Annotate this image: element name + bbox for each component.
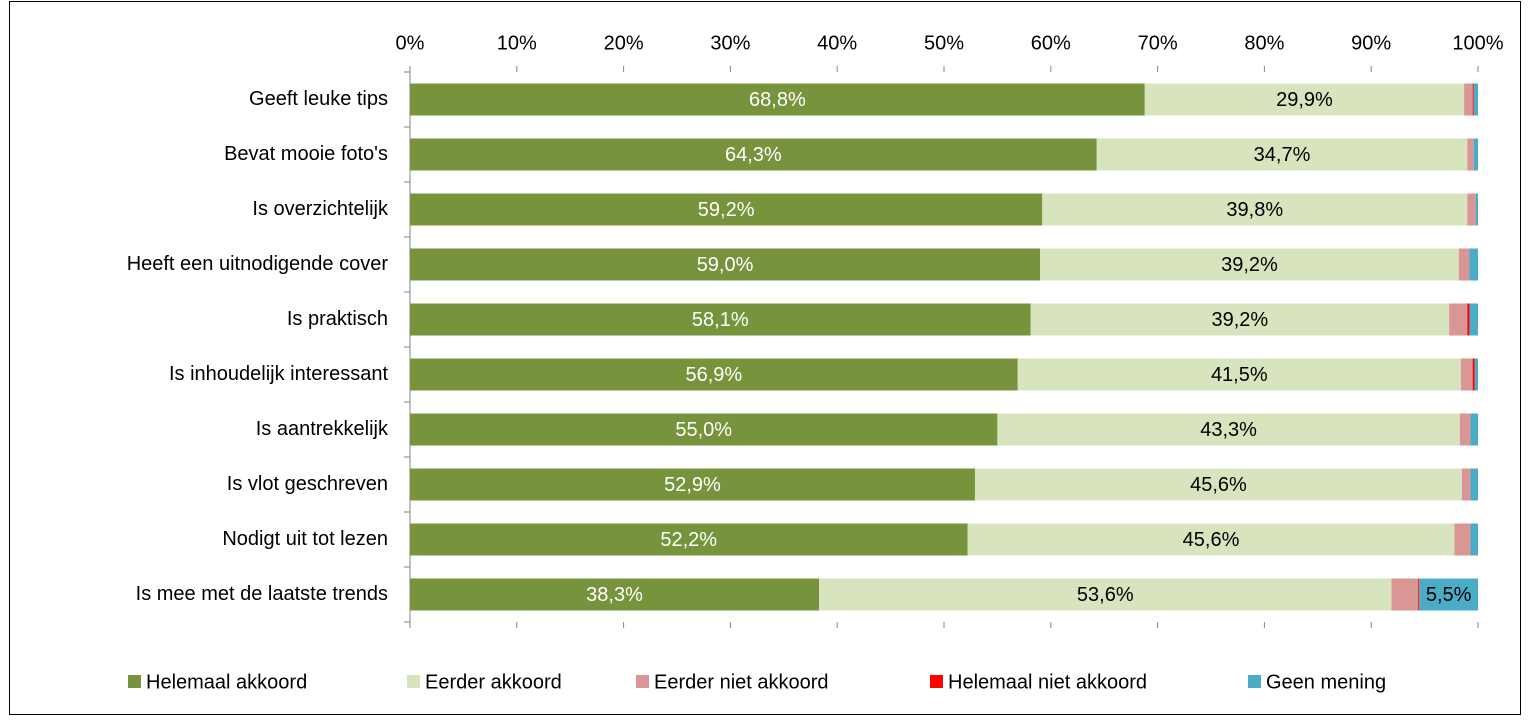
bar-segment [410, 248, 1041, 281]
bar-segment [1042, 193, 1468, 226]
bar-segment [1467, 138, 1474, 171]
bar-segment [1461, 468, 1471, 501]
bar-segment [1470, 413, 1478, 446]
x-tick-label: 30% [710, 32, 750, 54]
y-tick-label: Is vlot geschreven [227, 473, 388, 495]
bar-segment [410, 83, 1145, 116]
bar-segment [1096, 138, 1468, 171]
x-tick-label: 60% [1031, 32, 1071, 54]
data-label: 64,3% [725, 144, 782, 166]
bar-segment [1475, 193, 1478, 226]
bar-segment [410, 303, 1031, 336]
bar-segment [967, 523, 1455, 556]
bar-segment [1469, 248, 1478, 281]
bar-segment [1469, 303, 1478, 336]
bar-segment [1449, 303, 1468, 336]
x-tick-label: 10% [497, 32, 537, 54]
bar-segment [1472, 83, 1474, 116]
data-label: 39,2% [1211, 309, 1268, 331]
legend-label: Helemaal niet akkoord [948, 671, 1147, 693]
bar-segment [1474, 358, 1478, 391]
data-label: 56,9% [685, 364, 742, 386]
bar-segment [410, 413, 998, 446]
y-tick-label: Is aantrekkelijk [256, 418, 389, 440]
bar-segment [1391, 578, 1419, 611]
legend-label: Geen mening [1266, 671, 1386, 693]
data-label: 53,6% [1077, 584, 1134, 606]
data-label: 59,2% [698, 199, 755, 221]
data-label: 29,9% [1276, 89, 1333, 111]
bar-segment [1418, 578, 1420, 611]
bar-segment [819, 578, 1392, 611]
x-tick-label: 80% [1244, 32, 1284, 54]
bar-segment [1472, 358, 1475, 391]
bar-segment [410, 578, 820, 611]
bar-segment [974, 468, 1462, 501]
x-tick-label: 40% [817, 32, 857, 54]
bar-segment [410, 138, 1097, 171]
data-label: 45,6% [1190, 474, 1247, 496]
bar-segment [1473, 138, 1478, 171]
bar-segment [1459, 413, 1471, 446]
data-label: 43,3% [1200, 419, 1257, 441]
bar-segment [1454, 523, 1471, 556]
bar-segment [1458, 248, 1470, 281]
data-label: 41,5% [1211, 364, 1268, 386]
data-label: 52,9% [664, 474, 721, 496]
bar-segment [997, 413, 1460, 446]
bar-segment [1460, 358, 1473, 391]
data-label: 59,0% [697, 254, 754, 276]
bar-segment [1464, 83, 1473, 116]
bar-segment [1144, 83, 1465, 116]
bar-segment [1467, 303, 1470, 336]
bar-segment [410, 468, 975, 501]
legend-label: Eerder niet akkoord [654, 671, 829, 693]
y-tick-label: Heeft een uitnodigende cover [127, 253, 389, 275]
data-label: 68,8% [749, 89, 806, 111]
legend-swatch [930, 675, 943, 688]
y-tick-label: Geeft leuke tips [249, 88, 388, 110]
data-label: 38,3% [586, 584, 643, 606]
data-label: 55,0% [675, 419, 732, 441]
bar-segment [1030, 303, 1450, 336]
data-label: 39,2% [1221, 254, 1278, 276]
bar-segment [1473, 83, 1478, 116]
y-tick-label: Nodigt uit tot lezen [222, 528, 388, 550]
x-tick-label: 50% [924, 32, 964, 54]
data-label: 5,5% [1426, 584, 1472, 606]
y-tick-label: Is praktisch [287, 308, 388, 330]
legend-swatch [636, 675, 649, 688]
bar-segment [410, 193, 1043, 226]
x-tick-label: 20% [604, 32, 644, 54]
legend-swatch [407, 675, 420, 688]
x-tick-label: 90% [1351, 32, 1391, 54]
bar-segment [1470, 523, 1478, 556]
x-tick-label: 0% [396, 32, 425, 54]
data-label: 39,8% [1226, 199, 1283, 221]
y-tick-label: Bevat mooie foto's [224, 143, 388, 165]
bar-segment [1419, 578, 1478, 611]
data-label: 52,2% [660, 529, 717, 551]
legend-swatch [128, 675, 141, 688]
data-label: 58,1% [692, 309, 749, 331]
legend-swatch [1248, 675, 1261, 688]
bar-segment [410, 523, 968, 556]
bar-segment [1467, 193, 1476, 226]
bar-segment [1017, 358, 1461, 391]
y-tick-label: Is inhoudelijk interessant [169, 363, 388, 385]
x-tick-label: 100% [1452, 32, 1503, 54]
x-tick-label: 70% [1138, 32, 1178, 54]
y-tick-label: Is mee met de laatste trends [136, 583, 388, 605]
data-label: 45,6% [1183, 529, 1240, 551]
y-tick-label: Is overzichtelijk [252, 198, 389, 220]
bar-segment [1040, 248, 1459, 281]
bar-segment [410, 358, 1018, 391]
legend-label: Helemaal akkoord [146, 671, 307, 693]
data-label: 34,7% [1254, 144, 1311, 166]
legend-label: Eerder akkoord [425, 671, 562, 693]
bar-segment [1470, 468, 1478, 501]
